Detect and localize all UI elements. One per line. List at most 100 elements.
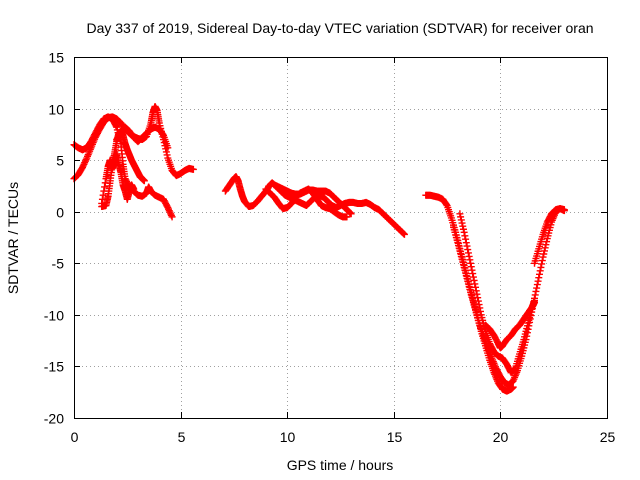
data-point [457,216,465,224]
series-sat-h [270,181,355,218]
series-sat-f [221,173,408,238]
data-point [467,259,475,267]
data-point [457,213,465,221]
data-point [537,263,545,271]
data-point [165,207,173,215]
data-point [536,267,544,275]
x-tick-label: 10 [280,429,296,445]
x-tick-label: 5 [178,429,186,445]
data-point [535,270,543,278]
chart-title: Day 337 of 2019, Sidereal Day-to-day VTE… [86,20,593,36]
data-point [162,148,170,156]
data-point [476,304,484,312]
data-point [474,294,482,302]
data-point [535,274,543,282]
series-sat-m [531,205,568,267]
data-point [343,213,351,221]
data-point [79,163,87,171]
data-point [442,200,450,208]
data-point [456,210,464,218]
data-point [400,230,408,238]
data-point [472,283,480,291]
data-point [80,160,88,168]
series-sat-e [98,150,138,207]
data-point [533,284,541,292]
plot-frame [74,57,608,419]
data-point [533,281,541,289]
data-point [460,228,468,236]
data-point [79,162,87,170]
data-point [98,195,106,203]
data-point [81,157,89,165]
data-point [98,199,106,207]
data-point [168,213,176,221]
data-point [467,263,475,271]
x-tick-labels: 0 5 10 15 20 25 [71,429,616,445]
x-tick-label: 20 [493,429,509,445]
data-point [159,130,167,138]
y-tick-label: 15 [48,50,64,66]
series-sat-j [449,205,568,389]
y-tick-label: -15 [44,359,64,375]
y-axis-label: SDTVAR / TECUs [5,182,21,294]
data-point [538,257,546,265]
x-axis-label: GPS time / hours [287,457,394,473]
data-point [477,307,485,315]
data-point [539,253,547,261]
data-point [541,244,549,252]
data-point [112,122,120,130]
data-point [100,187,108,195]
data-point [468,266,476,274]
data-point [99,191,107,199]
data-point [347,210,355,218]
data-point [164,144,172,152]
data-point [471,280,479,288]
data-point [464,246,472,254]
x-tick-label: 15 [387,429,403,445]
x-tick-label: 0 [71,429,79,445]
data-point [459,222,467,230]
data-point [165,205,173,213]
series-sat-d [113,123,172,152]
data-point [531,296,539,304]
data-point [470,276,478,284]
data-point [538,260,546,268]
data-point [459,225,467,233]
series-sat-i [422,191,517,395]
data-point [560,207,568,215]
data-point [164,204,172,212]
x-tick-label: 25 [600,429,616,445]
y-tick-label: -5 [52,256,65,272]
data-point [462,235,470,243]
data-point [465,252,473,260]
data-point [458,219,466,227]
data-points [70,103,568,395]
data-point [534,277,542,285]
data-point [469,270,477,278]
series-sat-l [481,296,539,352]
data-point [130,185,138,193]
data-point [474,297,482,305]
data-point [101,179,109,187]
data-point [81,159,89,167]
data-point [532,287,540,295]
data-point [466,256,474,264]
data-point [469,273,477,281]
data-point [163,151,171,159]
y-tick-label: -10 [44,308,64,324]
data-point [140,177,148,185]
data-point [464,249,472,257]
data-point [166,208,174,216]
data-point [82,156,90,164]
y-tick-label: 0 [56,205,64,221]
data-point [540,250,548,258]
data-point [531,291,539,299]
y-tick-label: 5 [56,153,64,169]
data-point [472,287,480,295]
data-point [463,242,471,250]
data-point [167,210,175,218]
y-tick-labels: 15 10 5 0 -5 -10 -15 -20 [44,50,64,427]
data-point [462,239,470,247]
data-point [461,232,469,240]
